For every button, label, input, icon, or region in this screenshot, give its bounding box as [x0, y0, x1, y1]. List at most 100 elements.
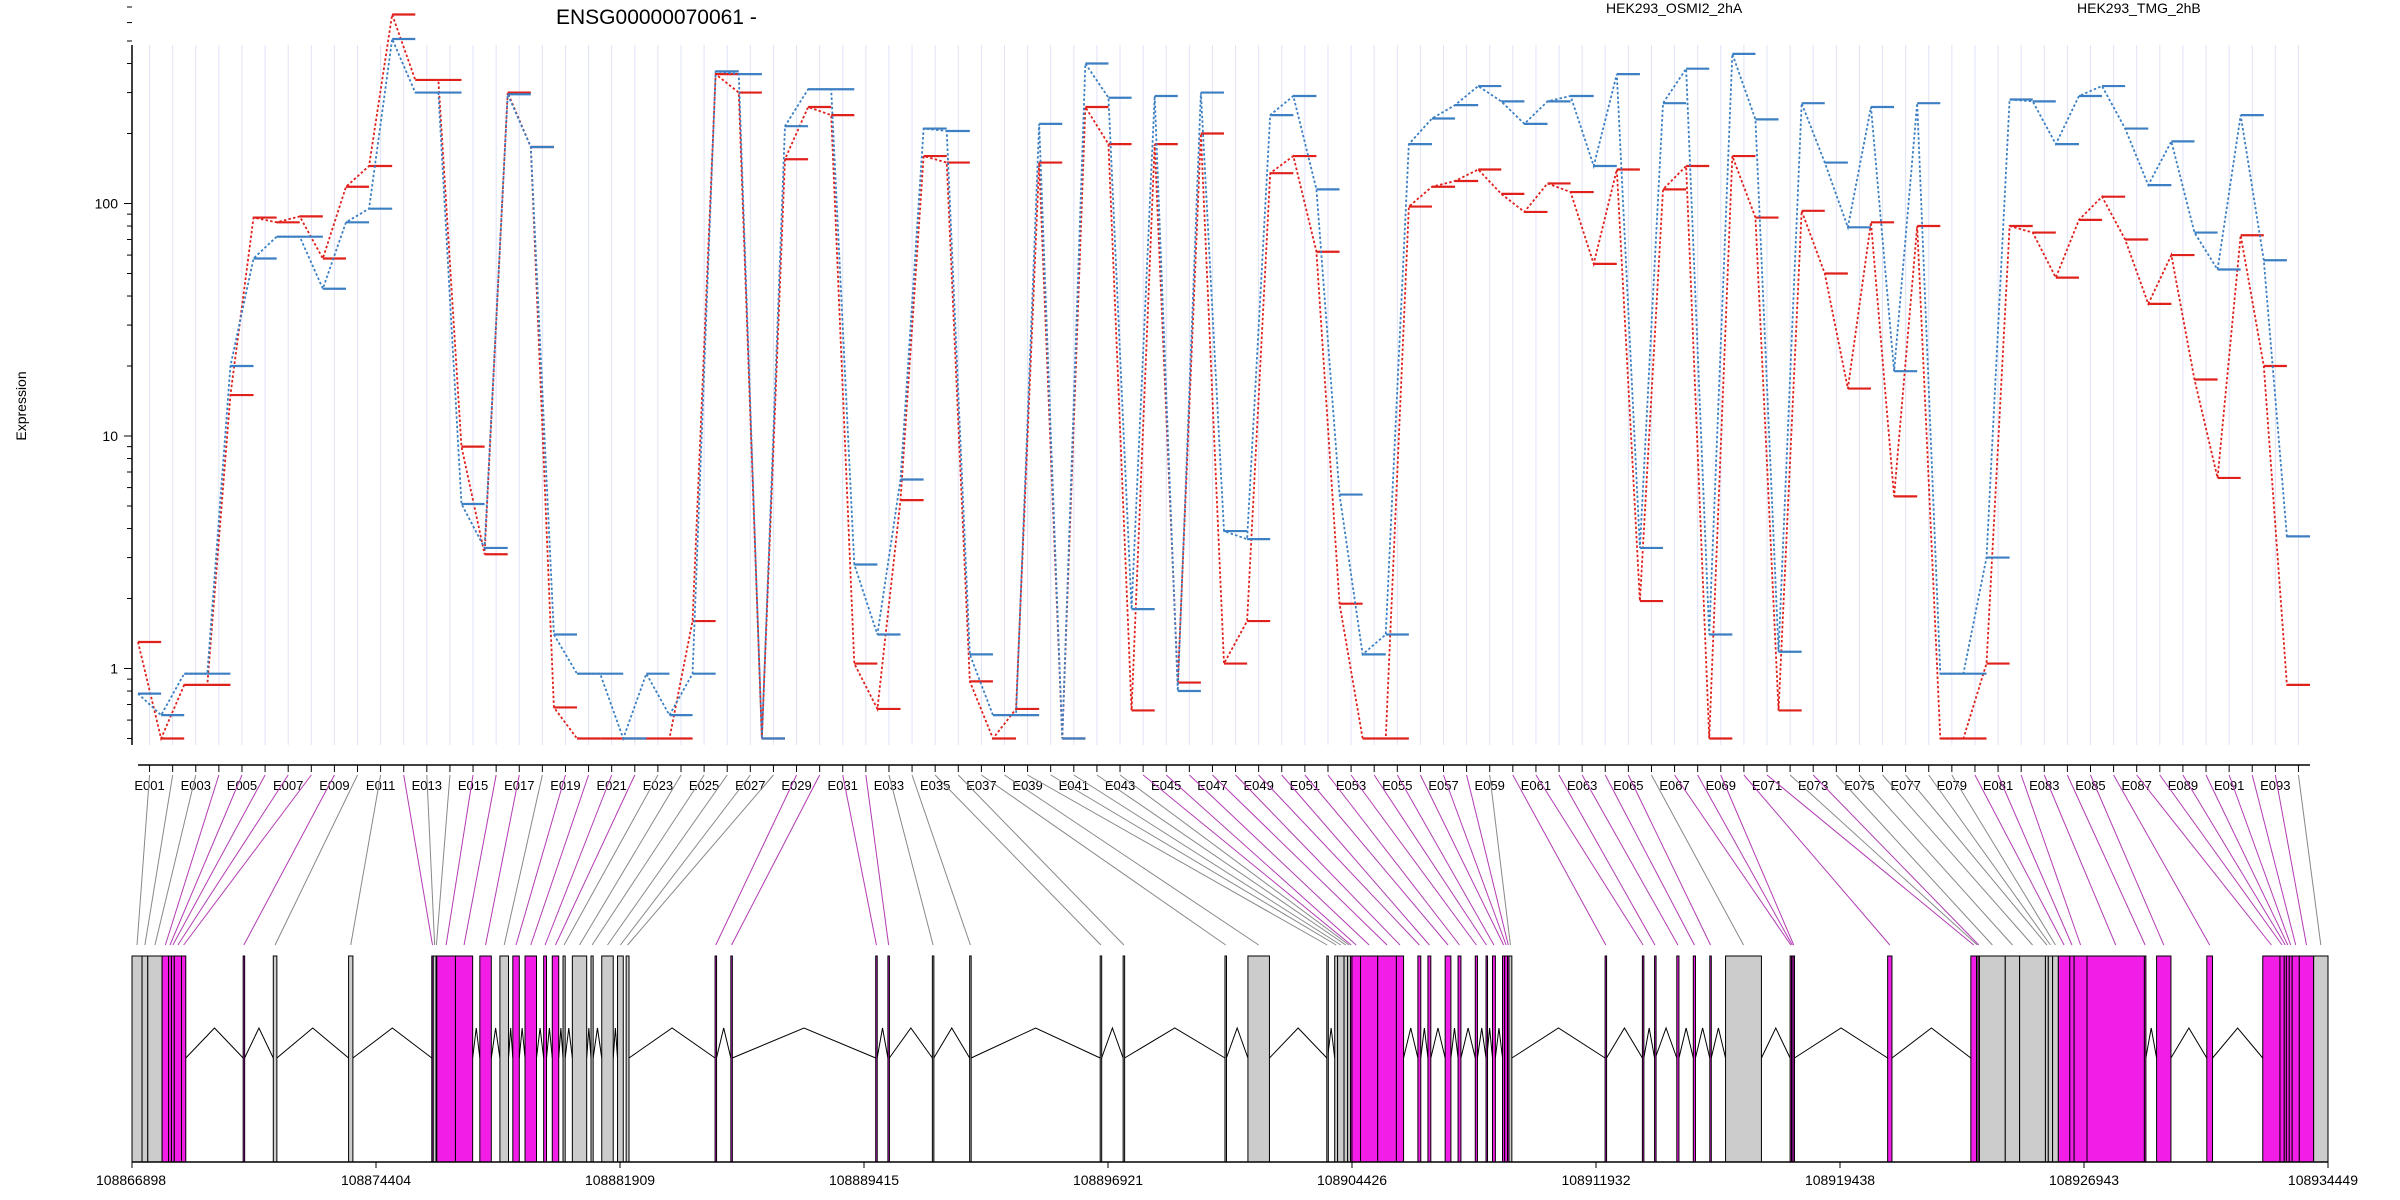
- exon-gridlines: [149, 45, 2299, 745]
- connector-E063: [1581, 774, 1679, 946]
- exon-E049: [1417, 955, 1422, 1163]
- x-tick-label: E027: [735, 778, 765, 793]
- intron-line: [1678, 1027, 1694, 1059]
- intron-line: [1269, 1027, 1328, 1059]
- intron-line: [472, 1027, 481, 1059]
- exon-E003: [147, 955, 163, 1163]
- exon-E032: [887, 955, 890, 1163]
- x-tick-label: E057: [1428, 778, 1458, 793]
- exon-E035: [1099, 955, 1103, 1163]
- connector-E006: [172, 774, 266, 946]
- connector-E068: [1697, 774, 1793, 946]
- connector-E077: [1905, 774, 2048, 946]
- connector-E093: [2274, 774, 2307, 946]
- connector-E003: [154, 774, 197, 946]
- exon-E062: [1654, 955, 1657, 1163]
- connector-E033: [888, 774, 934, 946]
- connector-E062: [1558, 774, 1656, 946]
- connector-E054: [1373, 774, 1487, 946]
- x-tick-label: E019: [550, 778, 580, 793]
- x-tick-label: E063: [1567, 778, 1597, 793]
- connector-E017: [485, 774, 520, 946]
- intron-line: [1460, 1027, 1476, 1059]
- exon-E052: [1457, 955, 1462, 1163]
- connector-E059: [1489, 774, 1511, 946]
- x-tick-label: E039: [1012, 778, 1042, 793]
- exon-E081: [2069, 955, 2075, 1163]
- exon-E011: [348, 955, 354, 1163]
- x-tick-label: E037: [966, 778, 996, 793]
- connector-E046: [1188, 774, 1370, 946]
- connector-E016: [463, 774, 497, 946]
- exon-E034: [969, 955, 972, 1163]
- exon-E039: [1326, 955, 1329, 1163]
- exon-E029: [714, 955, 718, 1163]
- genomic-tick-label: 108911932: [1561, 1172, 1630, 1188]
- exon-E036: [1122, 955, 1126, 1163]
- connector-E021: [544, 774, 613, 946]
- intron-line: [508, 1027, 514, 1059]
- exon-E030: [730, 955, 733, 1163]
- connector-E060: [1512, 774, 1607, 946]
- genomic-tick-label: 108919438: [1805, 1172, 1875, 1188]
- exon-E016: [454, 955, 474, 1163]
- x-tick-label: E009: [319, 778, 349, 793]
- exon-E009: [242, 955, 246, 1163]
- connector-E078: [1928, 774, 2051, 946]
- exon-E086: [2206, 955, 2214, 1163]
- connector-E040: [1050, 774, 1337, 946]
- exon-E018: [499, 955, 510, 1163]
- genomic-tick-label: 108874404: [341, 1172, 411, 1188]
- x-tick-label: E005: [227, 778, 257, 793]
- connector-E019: [515, 774, 566, 946]
- connector-E034: [911, 774, 971, 946]
- x-tick-label: E035: [920, 778, 950, 793]
- exon-E033: [931, 955, 935, 1163]
- connector-E094: [2297, 774, 2322, 946]
- connector-E047: [1212, 774, 1388, 946]
- genomic-tick-label: 108881909: [585, 1172, 655, 1188]
- y-tick-label: 100: [95, 196, 119, 212]
- x-tick-label: E017: [504, 778, 534, 793]
- exon-E020: [524, 955, 537, 1163]
- connector-E086: [2113, 774, 2211, 946]
- intron-line: [1643, 1027, 1656, 1059]
- chart-title: ENSG00000070061 -: [556, 6, 757, 29]
- exon-E092: [2291, 955, 2300, 1163]
- x-axis: E001E003E005E007E009E011E013E015E017E019…: [134, 764, 2310, 793]
- connector-E039: [1027, 774, 1328, 946]
- intron-line: [1606, 1027, 1643, 1059]
- connector-E009: [243, 774, 335, 946]
- exon-E001: [131, 955, 143, 1163]
- exon-E025: [590, 955, 594, 1163]
- intron-line: [732, 1027, 876, 1059]
- intron-line: [535, 1027, 545, 1059]
- x-tick-label: E093: [2260, 778, 2290, 793]
- connector-E049: [1258, 774, 1420, 946]
- connector-E089: [2182, 774, 2286, 946]
- x-tick-label: E067: [1659, 778, 1689, 793]
- connector-E050: [1281, 774, 1430, 946]
- x-tick-label: E041: [1059, 778, 1089, 793]
- exon-connectors: [136, 774, 2322, 946]
- connector-E007: [177, 774, 289, 946]
- y-axis-label: Expression: [13, 371, 29, 440]
- connector-E010: [274, 774, 358, 946]
- exon-E021: [543, 955, 548, 1163]
- x-tick-label: E077: [1890, 778, 1920, 793]
- connector-E025: [591, 774, 705, 946]
- intron-line: [876, 1027, 889, 1059]
- x-tick-label: E031: [828, 778, 858, 793]
- x-tick-label: E083: [2029, 778, 2059, 793]
- intron-line: [1101, 1026, 1124, 1059]
- connector-E002: [144, 774, 174, 946]
- connector-E081: [1997, 774, 2073, 946]
- exon-E075: [2004, 955, 2021, 1163]
- connector-E005: [169, 774, 243, 946]
- intron-line: [185, 1027, 244, 1059]
- connector-E018: [503, 774, 543, 946]
- series-line-1: [137, 14, 2310, 742]
- intron-line: [1654, 1026, 1678, 1059]
- exon-E083: [2086, 955, 2145, 1163]
- intron-line: [1420, 1027, 1429, 1059]
